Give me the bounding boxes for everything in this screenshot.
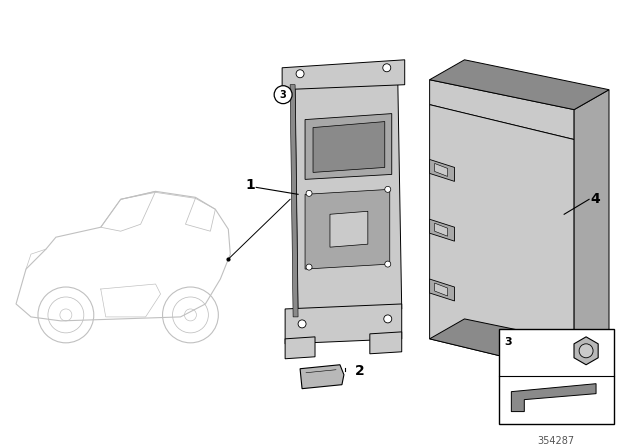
Polygon shape: [305, 190, 390, 269]
Text: 1: 1: [245, 178, 255, 192]
Polygon shape: [429, 105, 574, 374]
Circle shape: [383, 64, 391, 72]
Polygon shape: [429, 319, 609, 374]
Polygon shape: [370, 332, 402, 354]
Bar: [499, 329, 614, 423]
Polygon shape: [574, 337, 598, 365]
Text: 3: 3: [504, 337, 512, 347]
Circle shape: [385, 261, 391, 267]
Polygon shape: [435, 164, 447, 177]
Polygon shape: [429, 60, 609, 110]
Polygon shape: [429, 159, 454, 181]
Polygon shape: [330, 211, 368, 247]
Polygon shape: [295, 78, 402, 317]
Polygon shape: [429, 279, 454, 301]
Circle shape: [274, 86, 292, 103]
Polygon shape: [313, 121, 385, 172]
Circle shape: [384, 315, 392, 323]
Polygon shape: [511, 383, 596, 412]
Circle shape: [306, 264, 312, 270]
Polygon shape: [290, 85, 298, 317]
Circle shape: [385, 186, 391, 192]
Circle shape: [306, 190, 312, 196]
Circle shape: [298, 320, 306, 328]
Polygon shape: [282, 60, 404, 90]
Polygon shape: [435, 223, 447, 236]
Text: 354287: 354287: [538, 435, 575, 445]
Polygon shape: [574, 90, 609, 374]
Circle shape: [296, 70, 304, 78]
Polygon shape: [285, 337, 315, 359]
Polygon shape: [305, 114, 392, 179]
Polygon shape: [429, 80, 574, 139]
Text: 3: 3: [280, 90, 287, 99]
Polygon shape: [300, 365, 344, 389]
Polygon shape: [435, 283, 447, 296]
Polygon shape: [429, 219, 454, 241]
Text: 2: 2: [355, 364, 365, 378]
Text: 4: 4: [590, 192, 600, 207]
Circle shape: [579, 344, 593, 358]
Polygon shape: [285, 304, 402, 344]
